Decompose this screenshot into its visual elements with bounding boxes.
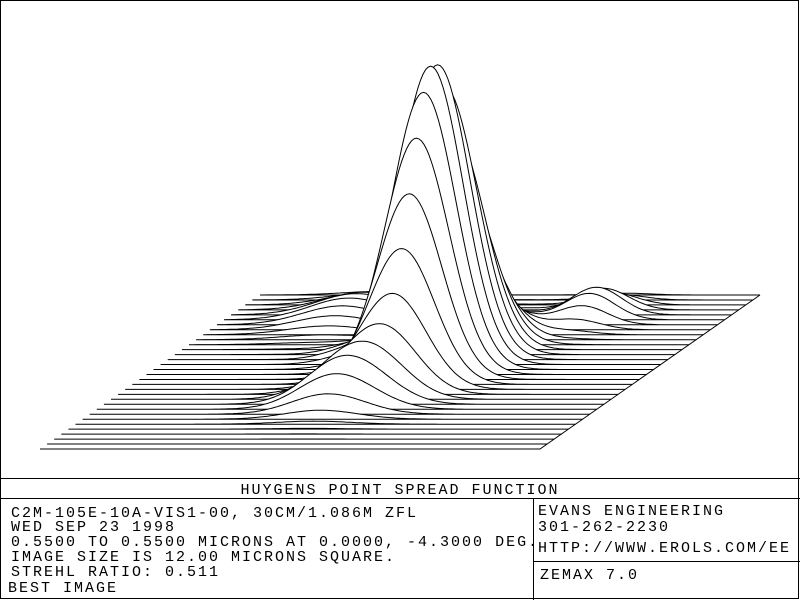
surface-slice bbox=[96, 373, 597, 410]
surface-slice bbox=[82, 409, 583, 420]
company-line: 301-262-2230 bbox=[538, 519, 670, 536]
psf-surface bbox=[40, 64, 761, 450]
info-line: 0.5500 TO 0.5500 MICRONS AT 0.0000, -4.3… bbox=[11, 534, 539, 551]
plot-title: HUYGENS POINT SPREAD FUNCTION bbox=[240, 482, 559, 499]
company-line: EVANS ENGINEERING bbox=[538, 503, 725, 520]
info-line: C2M-105E-10A-VIS1-00, 30CM/1.086M ZFL bbox=[11, 505, 418, 522]
info-line: WED SEP 23 1998 bbox=[11, 519, 176, 536]
surface-slice bbox=[75, 420, 576, 425]
company-line: HTTP://WWW.EROLS.COM/EE bbox=[538, 540, 791, 557]
surface-slice bbox=[89, 393, 590, 415]
surface-slice bbox=[68, 427, 569, 430]
info-line: IMAGE SIZE IS 12.00 MICRONS SQUARE. bbox=[11, 549, 396, 566]
base-edge bbox=[40, 294, 761, 450]
info-line: STREHL RATIO: 0.511 bbox=[11, 564, 220, 581]
info-line: BEST IMAGE bbox=[8, 580, 118, 597]
software-version: ZEMAX 7.0 bbox=[540, 567, 639, 584]
